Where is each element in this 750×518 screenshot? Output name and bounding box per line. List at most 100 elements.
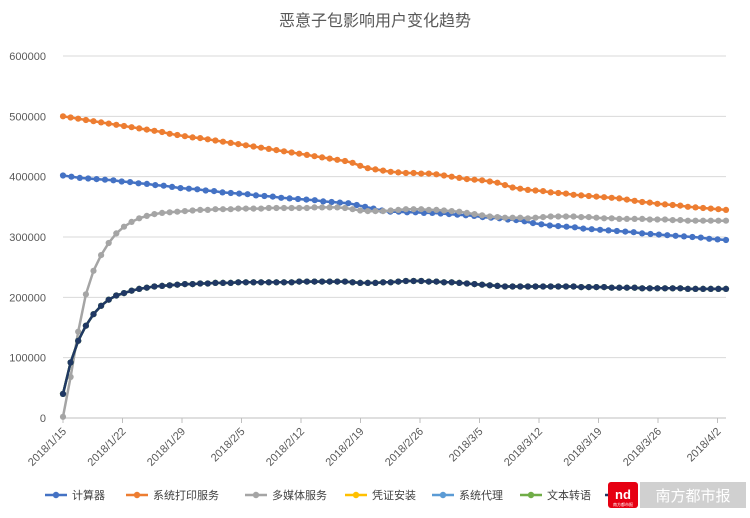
data-point	[120, 223, 128, 230]
data-point	[90, 118, 97, 125]
data-point	[59, 172, 67, 179]
series-line	[61, 279, 726, 395]
data-point	[294, 195, 302, 203]
legend-label: 计算器	[72, 488, 105, 502]
data-point	[524, 186, 532, 193]
data-point	[181, 208, 188, 215]
data-point	[440, 172, 448, 179]
data-point	[387, 168, 394, 175]
series-1	[59, 172, 730, 244]
data-point	[185, 185, 192, 192]
y-tick-label: 200000	[9, 292, 46, 304]
data-point	[288, 279, 295, 286]
data-point	[494, 282, 501, 289]
data-point	[700, 217, 707, 224]
data-point	[697, 234, 704, 241]
data-point	[357, 207, 364, 214]
data-point	[326, 155, 333, 162]
data-point	[593, 284, 600, 291]
data-point	[67, 114, 74, 121]
data-point	[59, 390, 67, 397]
y-tick-label: 500000	[9, 111, 46, 123]
data-point	[105, 296, 112, 303]
data-point	[410, 206, 417, 213]
data-point	[98, 252, 105, 259]
data-point	[722, 236, 730, 244]
data-point	[143, 284, 150, 291]
data-point	[714, 236, 721, 243]
data-point	[364, 279, 371, 286]
data-point	[303, 278, 310, 285]
data-point	[235, 205, 242, 212]
data-point	[715, 285, 722, 292]
data-point	[265, 279, 272, 286]
data-point	[120, 122, 128, 130]
data-point	[661, 201, 669, 208]
data-point	[585, 214, 592, 221]
legend-item: 凭证安装	[345, 488, 416, 502]
data-point	[601, 215, 608, 222]
data-point	[75, 328, 82, 335]
data-point	[654, 216, 661, 223]
legend-label: 文本转语	[547, 488, 591, 502]
data-point	[166, 209, 173, 216]
data-point	[616, 195, 623, 202]
data-point	[372, 208, 379, 215]
data-point	[684, 285, 692, 292]
data-point	[501, 214, 509, 221]
data-point	[655, 231, 663, 238]
data-point	[252, 192, 260, 199]
data-point	[177, 185, 184, 192]
data-point	[456, 279, 463, 286]
data-point	[669, 285, 676, 292]
data-point	[555, 283, 562, 290]
data-point	[571, 224, 579, 231]
data-point	[580, 225, 587, 232]
data-point	[110, 177, 117, 184]
data-point	[67, 359, 74, 366]
data-point	[532, 187, 539, 194]
data-point	[303, 196, 310, 203]
data-point	[395, 169, 402, 176]
data-point	[692, 285, 699, 292]
data-point	[212, 206, 219, 213]
y-axis: 0 100000 200000 300000 400000 500000 600000	[9, 51, 46, 425]
data-point	[707, 217, 714, 224]
data-point	[120, 290, 128, 297]
legend: 计算器 系统打印服务 多媒体服务 凭证安装 系统代理 文本转语	[45, 488, 627, 502]
data-point	[250, 143, 257, 150]
data-point	[311, 197, 318, 204]
data-point	[578, 192, 585, 199]
data-point	[631, 197, 638, 204]
y-tick-label: 400000	[9, 172, 46, 184]
series-line	[61, 279, 726, 395]
data-point	[501, 283, 509, 290]
data-point	[265, 145, 272, 152]
data-point	[341, 278, 349, 285]
data-point	[555, 213, 562, 220]
data-point	[585, 192, 592, 200]
data-point	[669, 201, 676, 209]
series-2	[59, 113, 730, 213]
y-tick-label: 100000	[9, 353, 46, 365]
data-point	[353, 201, 360, 209]
legend-item: 文本转语	[520, 488, 591, 502]
x-tick-label: 2018/3/19	[562, 426, 605, 469]
data-point	[166, 130, 173, 137]
data-point	[486, 282, 493, 289]
gridlines	[63, 55, 726, 359]
data-point	[280, 279, 288, 286]
data-point	[529, 220, 537, 227]
data-point	[227, 139, 234, 146]
data-point	[605, 227, 612, 234]
data-point	[303, 204, 310, 212]
data-point	[570, 283, 577, 290]
data-point	[265, 204, 272, 212]
data-point	[546, 222, 553, 229]
data-point	[326, 278, 333, 285]
data-point	[280, 148, 288, 155]
data-point	[654, 285, 661, 292]
chart-title: 恶意子包影响用户变化趋势	[279, 11, 471, 30]
data-point	[258, 279, 265, 286]
data-point	[269, 193, 276, 200]
